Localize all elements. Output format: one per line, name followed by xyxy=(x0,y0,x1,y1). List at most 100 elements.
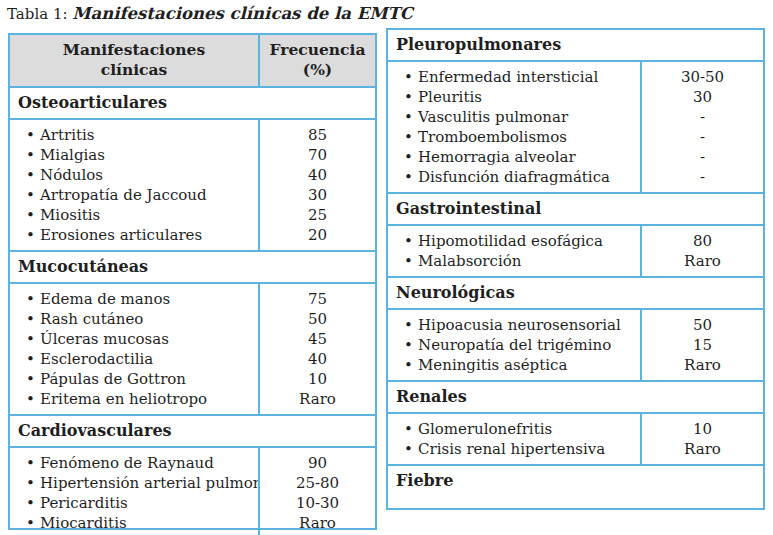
item-label: •Eritema en heliotropo xyxy=(26,389,256,409)
item-frequency: - xyxy=(642,167,763,187)
bullet-icon: • xyxy=(26,453,40,473)
item-label-text: Hemorragia alveolar xyxy=(418,147,576,167)
item-frequency: 10-30 xyxy=(260,493,375,513)
item-label-text: Pleuritis xyxy=(418,87,482,107)
bullet-icon: • xyxy=(404,439,418,459)
item-label: •Fenómeno de Raynaud xyxy=(26,453,256,473)
item-frequency: - xyxy=(642,127,763,147)
bullet-icon: • xyxy=(26,145,40,165)
column-header-manifestaciones: Manifestaciones clínicas xyxy=(10,35,258,86)
item-label-text: Pápulas de Gottron xyxy=(40,369,186,389)
bullet-icon: • xyxy=(404,147,418,167)
frequency-values-cell: 30-5030---- xyxy=(640,62,763,192)
item-label: •Mialgias xyxy=(26,145,256,165)
bullet-icon: • xyxy=(26,185,40,205)
item-label: •Rash cutáneo xyxy=(26,309,256,329)
bullet-icon: • xyxy=(26,289,40,309)
frequency-values-cell: 10Raro xyxy=(640,414,763,464)
table-caption: Tabla 1: Manifestaciones clínicas de la … xyxy=(7,4,413,24)
caption-title: Manifestaciones clínicas de la EMTC xyxy=(72,4,413,23)
item-labels-cell: •Hipoacusia neurosensorial•Neuropatía de… xyxy=(388,310,640,380)
item-frequency: 25-80 xyxy=(260,473,375,493)
bullet-icon: • xyxy=(404,87,418,107)
bullet-icon: • xyxy=(26,389,40,409)
frequency-values-cell: 857040302520 xyxy=(258,120,375,250)
section-items-row: •Artritis•Mialgias•Nódulos•Artropatía de… xyxy=(10,120,375,252)
item-frequency: 30-50 xyxy=(642,67,763,87)
bullet-icon: • xyxy=(26,329,40,349)
item-frequency: 10 xyxy=(642,419,763,439)
bullet-icon: • xyxy=(26,513,40,533)
item-frequency: 30 xyxy=(260,185,375,205)
item-frequency: - xyxy=(642,107,763,127)
item-label-text: Eritema en heliotropo xyxy=(40,389,207,409)
item-label: •Disfunción diafragmática xyxy=(404,167,638,187)
item-label: •Meningitis aséptica xyxy=(404,355,638,375)
section-header: Pleuropulmonares xyxy=(388,30,763,62)
item-label: •Pleuritis xyxy=(404,87,638,107)
left-table: Manifestaciones clínicas Frecuencia (%) … xyxy=(8,33,377,530)
item-label-text: Hipomotilidad esofágica xyxy=(418,231,603,251)
item-frequency: Raro xyxy=(260,513,375,533)
bullet-icon: • xyxy=(404,67,418,87)
item-labels-cell: •Glomerulonefritis•Crisis renal hiperten… xyxy=(388,414,640,464)
item-label: •Esclerodactilia xyxy=(26,349,256,369)
item-label-text: Disfunción diafragmática xyxy=(418,167,610,187)
section-header: Renales xyxy=(388,382,763,414)
left-table-sections: Osteoarticulares•Artritis•Mialgias•Nódul… xyxy=(10,88,375,535)
bullet-icon: • xyxy=(404,107,418,127)
item-label-text: Edema de manos xyxy=(40,289,170,309)
bullet-icon: • xyxy=(26,309,40,329)
item-label-text: Pericarditis xyxy=(40,493,128,513)
frequency-values-cell: 9025-8010-30Raro xyxy=(258,448,375,535)
right-table-sections: Pleuropulmonares•Enfermedad intersticial… xyxy=(388,30,763,506)
bullet-icon: • xyxy=(26,349,40,369)
item-label-text: Hipoacusia neurosensorial xyxy=(418,315,621,335)
item-frequency: 40 xyxy=(260,165,375,185)
item-frequency: 40 xyxy=(260,349,375,369)
item-label: •Erosiones articulares xyxy=(26,225,256,245)
section-items-row: •Fenómeno de Raynaud•Hipertensión arteri… xyxy=(10,448,375,535)
section-header: Neurológicas xyxy=(388,278,763,310)
bullet-icon: • xyxy=(26,473,40,493)
item-frequency: Raro xyxy=(642,439,763,459)
bullet-icon: • xyxy=(404,335,418,355)
item-label-text: Neuropatía del trigémino xyxy=(418,335,611,355)
column-header-row: Manifestaciones clínicas Frecuencia (%) xyxy=(10,35,375,88)
item-frequency: 20 xyxy=(260,225,375,245)
item-label-text: Rash cutáneo xyxy=(40,309,143,329)
item-label: •Hipoacusia neurosensorial xyxy=(404,315,638,335)
section-items-row: •Hipoacusia neurosensorial•Neuropatía de… xyxy=(388,310,763,382)
item-frequency: 90 xyxy=(260,453,375,473)
right-table: Pleuropulmonares•Enfermedad intersticial… xyxy=(386,28,765,510)
item-label: •Úlceras mucosas xyxy=(26,329,256,349)
section-header: Gastrointestinal xyxy=(388,194,763,226)
section-header: Mucocutáneas xyxy=(10,252,375,284)
item-label-text: Erosiones articulares xyxy=(40,225,202,245)
item-label-text: Miositis xyxy=(40,205,100,225)
figure-canvas: Tabla 1: Manifestaciones clínicas de la … xyxy=(0,0,773,535)
bullet-icon: • xyxy=(404,355,418,375)
item-label: •Artritis xyxy=(26,125,256,145)
bullet-icon: • xyxy=(404,231,418,251)
item-frequency: Raro xyxy=(642,355,763,375)
bullet-icon: • xyxy=(404,419,418,439)
item-frequency: Raro xyxy=(260,389,375,409)
section-header: Osteoarticulares xyxy=(10,88,375,120)
item-frequency: 75 xyxy=(260,289,375,309)
item-frequency: 85 xyxy=(260,125,375,145)
item-label-text: Glomerulonefritis xyxy=(418,419,552,439)
bullet-icon: • xyxy=(404,315,418,335)
item-label-text: Enfermedad intersticial xyxy=(418,67,598,87)
item-label: •Miositis xyxy=(26,205,256,225)
bullet-icon: • xyxy=(26,165,40,185)
bullet-icon: • xyxy=(26,205,40,225)
section-items-row: •Hipomotilidad esofágica•Malabsorción80R… xyxy=(388,226,763,278)
item-label-text: Fenómeno de Raynaud xyxy=(40,453,214,473)
item-label: •Neuropatía del trigémino xyxy=(404,335,638,355)
item-frequency: 10 xyxy=(260,369,375,389)
item-frequency: - xyxy=(642,147,763,167)
item-frequency: 50 xyxy=(260,309,375,329)
item-label-text: Mialgias xyxy=(40,145,105,165)
item-label: •Enfermedad intersticial xyxy=(404,67,638,87)
